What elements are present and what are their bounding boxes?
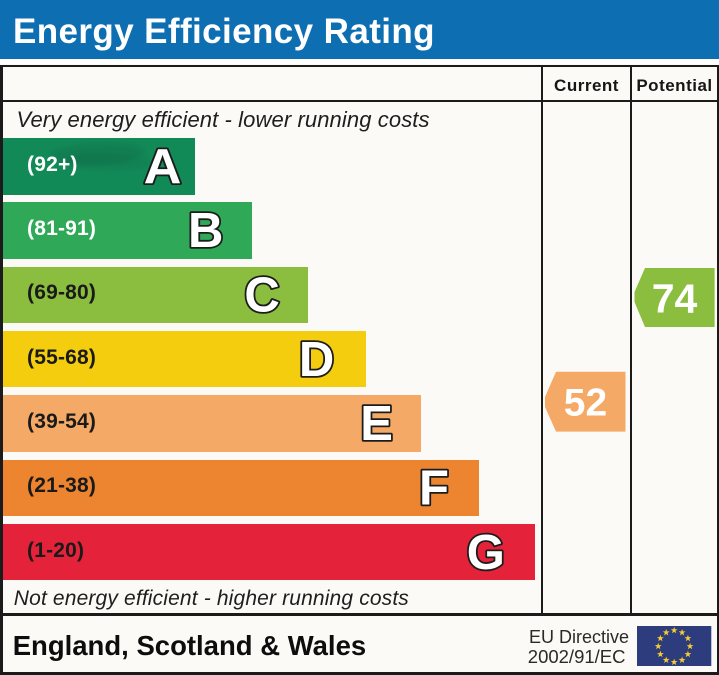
svg-text:F: F [419, 462, 449, 516]
svg-text:B: B [188, 204, 223, 258]
svg-text:C: C [244, 269, 279, 323]
svg-text:52: 52 [564, 382, 607, 425]
svg-text:A: A [144, 140, 182, 194]
svg-text:E: E [360, 397, 393, 451]
svg-text:74: 74 [652, 275, 698, 321]
svg-text:G: G [467, 526, 505, 580]
svg-text:D: D [299, 333, 334, 387]
